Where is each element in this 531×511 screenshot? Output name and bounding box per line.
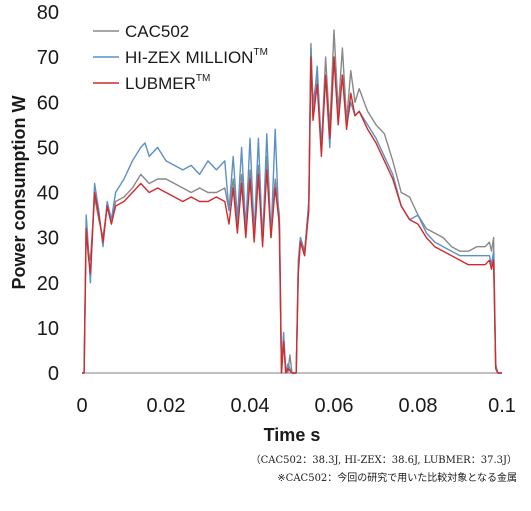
- x-axis-title: Time s: [264, 425, 321, 445]
- x-tick-label: 0: [76, 395, 87, 417]
- legend-label-1: HI-ZEX MILLIONTM: [125, 47, 268, 67]
- energy-values-note: （CAC502：38.3J, HI-ZEX：38.6J, LUBMER：37.3…: [250, 455, 517, 466]
- legend-name: HI-ZEX MILLION: [125, 48, 253, 67]
- legend-label-0: CAC502: [125, 22, 189, 41]
- x-tick-label: 0.06: [315, 395, 354, 417]
- series-lines: [82, 29, 502, 374]
- y-tick-label: 80: [37, 2, 59, 24]
- y-tick-label: 30: [37, 228, 59, 250]
- legend-name: CAC502: [125, 22, 189, 41]
- y-tick-label: 50: [37, 137, 59, 159]
- legend-name: LUBMER: [125, 74, 196, 93]
- y-tick-label: 0: [48, 363, 59, 385]
- series-line-0: [82, 29, 502, 374]
- legend-trademark: TM: [196, 73, 210, 84]
- y-tick-label: 70: [37, 47, 59, 69]
- x-tick-label: 0.04: [231, 395, 270, 417]
- x-tick-label: 0.1: [488, 395, 516, 417]
- x-tick-label: 0.08: [399, 395, 438, 417]
- series-line-2: [82, 56, 502, 374]
- x-tick-label: 0.02: [147, 395, 186, 417]
- legend-trademark: TM: [253, 47, 267, 58]
- y-axis-ticks: 0 10 20 30 40 50 60 70 80: [37, 2, 59, 385]
- y-tick-label: 10: [37, 318, 59, 340]
- y-tick-label: 20: [37, 273, 59, 295]
- series-line-1: [82, 47, 502, 374]
- y-axis-title: Power consumption W: [9, 95, 29, 289]
- y-tick-label: 40: [37, 183, 59, 205]
- legend-label-2: LUBMERTM: [125, 73, 210, 93]
- x-axis-ticks: 0 0.02 0.04 0.06 0.08 0.1: [76, 395, 515, 417]
- power-consumption-chart: 0 10 20 30 40 50 60 70 80 0 0.02 0.04 0.06 0.08 0.1 C…: [9, 2, 516, 445]
- comparison-note: ※CAC502：今回の研究で用いた比較対象となる金属: [277, 473, 517, 484]
- y-tick-label: 60: [37, 92, 59, 114]
